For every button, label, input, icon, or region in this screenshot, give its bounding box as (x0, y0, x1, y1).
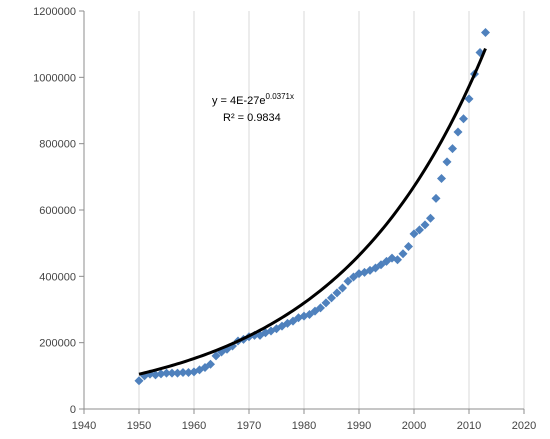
trendline-layer (138, 47, 487, 376)
x-tick-label: 1970 (237, 420, 261, 432)
data-point (206, 359, 215, 369)
r-squared-label: R² = 0.9834 (223, 112, 281, 124)
data-point (420, 220, 430, 230)
x-tick-label: 1950 (127, 420, 151, 432)
data-point (464, 94, 474, 104)
data-point (162, 368, 171, 378)
y-tick-label: 1200000 (33, 6, 76, 18)
data-point (459, 114, 468, 124)
data-point (156, 369, 166, 379)
equation-exponent: 0.0371x (266, 92, 294, 101)
y-tick-label: 400000 (39, 271, 76, 283)
data-point (332, 288, 342, 298)
data-point (393, 255, 402, 265)
data-point (178, 368, 188, 378)
data-point (211, 351, 221, 361)
data-point (321, 298, 331, 308)
data-point (453, 127, 463, 137)
data-point (448, 144, 457, 154)
x-tick-label: 1980 (292, 420, 316, 432)
data-point (184, 368, 193, 378)
data-point (398, 249, 408, 259)
data-point (338, 283, 347, 293)
data-point (151, 370, 160, 380)
exponential-trendline (138, 47, 487, 376)
x-tick-label: 2020 (512, 420, 536, 432)
tick-labels: 0 200000 400000 600000 800000 1000000 1200000 1… (33, 6, 536, 432)
data-point (431, 193, 441, 203)
data-point (442, 157, 452, 167)
data-point (343, 276, 353, 286)
x-tick-label: 2000 (402, 420, 426, 432)
x-tick-label: 1990 (347, 420, 371, 432)
data-point (437, 173, 446, 183)
x-tick-label: 1940 (72, 420, 96, 432)
equation-prefix: y = 4E-27e (212, 95, 266, 107)
y-tick-label: 200000 (39, 338, 76, 350)
data-point (173, 368, 182, 378)
data-point (426, 213, 435, 223)
data-point (167, 368, 177, 378)
data-point (316, 303, 325, 313)
x-tick-label: 1960 (182, 420, 206, 432)
data-points (134, 28, 490, 386)
data-point (409, 229, 419, 239)
y-tick-label: 1000000 (33, 72, 76, 84)
x-tick-label: 2010 (457, 420, 481, 432)
data-point (134, 376, 144, 386)
trendline-equation: y = 4E-27e0.0371x (212, 92, 294, 107)
axes (79, 10, 525, 414)
data-point (327, 293, 336, 303)
gridlines (138, 11, 525, 409)
data-point (415, 225, 424, 235)
y-tick-label: 600000 (39, 205, 76, 217)
y-tick-label: 0 (70, 404, 76, 416)
data-point (481, 28, 490, 38)
y-tick-label: 800000 (39, 139, 76, 151)
trendline-annotation: y = 4E-27e0.0371x R² = 0.9834 (212, 92, 294, 124)
data-point (404, 241, 413, 251)
